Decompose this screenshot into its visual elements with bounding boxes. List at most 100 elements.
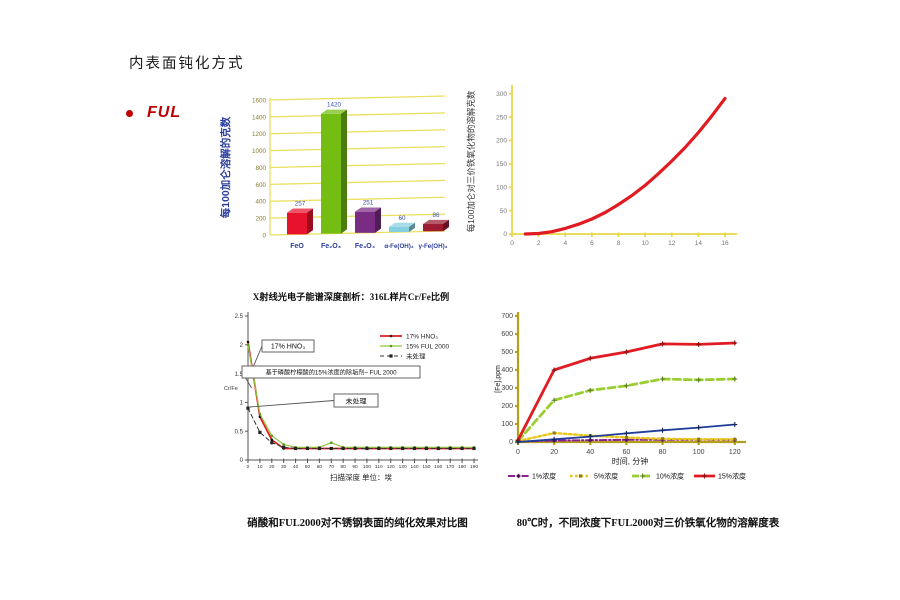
svg-text:0: 0 — [262, 232, 266, 239]
svg-text:0: 0 — [247, 464, 250, 470]
svg-text:40: 40 — [586, 449, 594, 456]
svg-text:基于磷酸柠檬酸的15%浓度的除垢剂– FUL 2000: 基于磷酸柠檬酸的15%浓度的除垢剂– FUL 2000 — [265, 368, 397, 376]
svg-text:80: 80 — [659, 449, 667, 456]
svg-text:0: 0 — [510, 240, 514, 247]
svg-text:200: 200 — [255, 216, 266, 223]
svg-text:Fe₃O₄: Fe₃O₄ — [355, 243, 375, 250]
svg-text:扫描深度 单位：埃: 扫描深度 单位：埃 — [330, 472, 393, 482]
svg-text:100: 100 — [501, 421, 513, 428]
bullet-dot-icon — [126, 109, 133, 117]
svg-text:0: 0 — [509, 439, 513, 446]
svg-text:300: 300 — [496, 91, 507, 98]
svg-text:未处理: 未处理 — [406, 351, 426, 360]
svg-text:120: 120 — [729, 449, 741, 456]
svg-text:时间, 分钟: 时间, 分钟 — [612, 456, 648, 466]
svg-text:FeO: FeO — [290, 243, 304, 250]
svg-text:15%浓度: 15%浓度 — [718, 472, 746, 481]
svg-text:Cr/Fe: Cr/Fe — [224, 386, 238, 392]
svg-text:600: 600 — [255, 182, 266, 189]
svg-text:80: 80 — [340, 464, 346, 470]
svg-text:160: 160 — [434, 464, 442, 470]
svg-text:1420: 1420 — [327, 102, 342, 109]
svg-text:6: 6 — [590, 240, 594, 247]
svg-text:14: 14 — [695, 240, 703, 247]
svg-text:0.5: 0.5 — [235, 429, 244, 435]
svg-text:2.5: 2.5 — [235, 314, 244, 320]
svg-text:1200: 1200 — [252, 131, 267, 138]
svg-text:1%浓度: 1%浓度 — [532, 472, 556, 481]
svg-text:500: 500 — [501, 349, 513, 356]
svg-text:X射线光电子能谱深度剖析：316L样片Cr/Fe比例: X射线光电子能谱深度剖析：316L样片Cr/Fe比例 — [253, 291, 450, 302]
svg-text:400: 400 — [255, 199, 266, 206]
svg-text:16: 16 — [721, 240, 729, 247]
svg-text:1400: 1400 — [252, 114, 267, 121]
svg-text:10: 10 — [257, 464, 263, 470]
svg-text:257: 257 — [295, 200, 306, 207]
svg-text:700: 700 — [501, 313, 513, 320]
svg-text:每100加仑溶解的克数: 每100加仑溶解的克数 — [219, 116, 232, 218]
svg-text:0: 0 — [240, 458, 244, 464]
svg-text:2: 2 — [240, 343, 244, 349]
svg-text:1600: 1600 — [252, 97, 267, 104]
svg-text:110: 110 — [375, 464, 383, 470]
svg-text:1000: 1000 — [252, 148, 267, 155]
svg-text:α-Fe(OH)₃: α-Fe(OH)₃ — [384, 243, 413, 250]
svg-text:130: 130 — [399, 464, 407, 470]
svg-text:140: 140 — [411, 464, 419, 470]
svg-text:12: 12 — [668, 240, 676, 247]
slide-title: 内表面钝化方式 — [129, 56, 245, 72]
svg-text:17% HNO₃: 17% HNO₃ — [406, 333, 438, 340]
svg-text:600: 600 — [501, 331, 513, 338]
xps-depth-profile-chart: 0 10 20 30 40 50 60 70 80 90 100 110 120 130 140 150 160… — [222, 290, 480, 495]
svg-text:200: 200 — [496, 138, 507, 145]
svg-text:未处理: 未处理 — [346, 396, 367, 405]
svg-text:1.5: 1.5 — [235, 372, 244, 378]
svg-text:300: 300 — [501, 385, 513, 392]
svg-text:30: 30 — [281, 464, 287, 470]
svg-text:每100加仑对三价铁氧化物的溶解克数: 每100加仑对三价铁氧化物的溶解克数 — [466, 90, 476, 232]
svg-text:70: 70 — [329, 464, 335, 470]
svg-text:150: 150 — [422, 464, 430, 470]
svg-text:10%浓度: 10%浓度 — [656, 472, 684, 481]
svg-text:20: 20 — [550, 449, 558, 456]
svg-text:190: 190 — [470, 464, 478, 470]
ferric-oxide-dissolution-curve-chart: 0 2 4 6 8 10 12 14 16 0 50 100 150 200 250 300 每100加仑对三价… — [465, 75, 765, 260]
svg-text:400: 400 — [501, 367, 513, 374]
svg-text:50: 50 — [500, 208, 508, 215]
svg-text:251: 251 — [363, 199, 374, 206]
bullet-label: FUL — [147, 104, 182, 121]
svg-text:50: 50 — [305, 464, 311, 470]
svg-text:γ-Fe(OH)₃: γ-Fe(OH)₃ — [419, 243, 448, 250]
svg-text:800: 800 — [255, 165, 266, 172]
svg-text:60: 60 — [622, 449, 630, 456]
svg-text:Fe₂O₃: Fe₂O₃ — [321, 243, 341, 250]
svg-text:60: 60 — [398, 215, 406, 222]
svg-text:170: 170 — [446, 464, 454, 470]
svg-text:17% HNO₃: 17% HNO₃ — [271, 343, 306, 350]
svg-text:10: 10 — [642, 240, 650, 247]
svg-text:8: 8 — [617, 240, 621, 247]
svg-text:150: 150 — [496, 161, 507, 168]
svg-text:60: 60 — [317, 464, 323, 470]
svg-text:1: 1 — [240, 401, 244, 407]
svg-text:2: 2 — [537, 240, 541, 247]
caption-xps-chart: 硝酸和FUL2000对不锈钢表面的纯化效果对比图 — [247, 518, 468, 529]
svg-text:90: 90 — [352, 464, 358, 470]
oxide-solubility-bar-chart: 0 200 400 600 800 1000 1200 1400 1600 257 FeO 1420 F… — [215, 88, 460, 263]
svg-text:180: 180 — [458, 464, 466, 470]
bullet-item: FUL — [126, 104, 181, 122]
svg-text:20: 20 — [269, 464, 275, 470]
svg-text:4: 4 — [563, 240, 567, 247]
svg-text:0: 0 — [516, 449, 520, 456]
svg-text:15% FUL 2000: 15% FUL 2000 — [406, 343, 450, 350]
svg-text:40: 40 — [293, 464, 299, 470]
svg-text:100: 100 — [496, 184, 507, 191]
svg-text:120: 120 — [387, 464, 395, 470]
svg-text:5%浓度: 5%浓度 — [594, 472, 618, 481]
svg-text:86: 86 — [432, 212, 440, 219]
svg-text:[Fe],ppm: [Fe],ppm — [495, 365, 502, 393]
ful2000-solubility-time-chart: 0 20 40 60 80 100 120 0 100 200 300 400 500 600 700 时间,… — [492, 300, 792, 490]
svg-text:250: 250 — [496, 114, 507, 121]
svg-text:100: 100 — [363, 464, 371, 470]
